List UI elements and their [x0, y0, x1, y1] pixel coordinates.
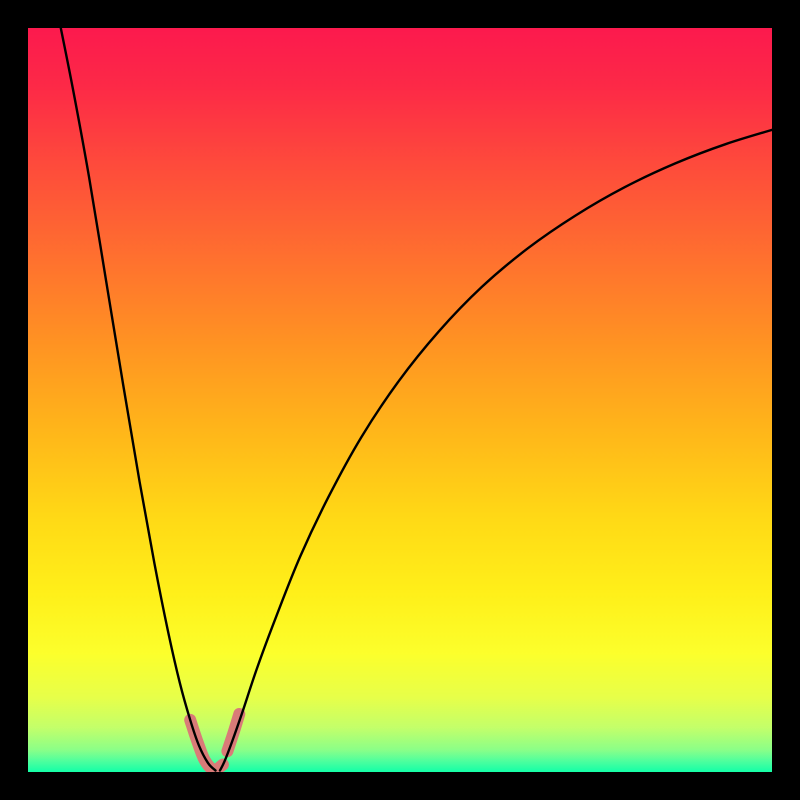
- outer-frame: [0, 0, 800, 800]
- frame-rect: [14, 14, 786, 786]
- stage: TheBottleneck.com: [0, 0, 800, 800]
